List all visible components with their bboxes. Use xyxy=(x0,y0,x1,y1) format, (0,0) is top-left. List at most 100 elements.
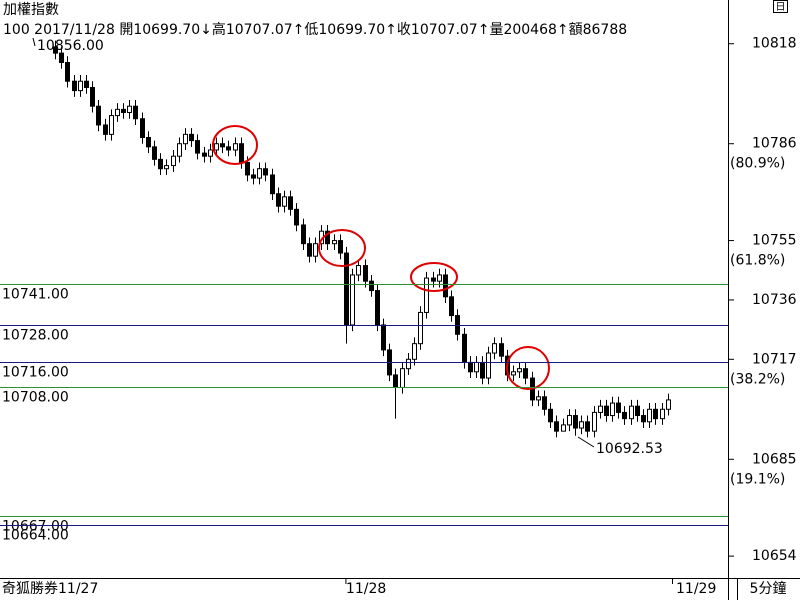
candle-body xyxy=(635,405,640,417)
level-label: 10728.00 xyxy=(2,328,69,344)
highlight-circle xyxy=(318,229,366,267)
candle-body xyxy=(592,411,597,432)
candle-body xyxy=(288,196,293,210)
highlight-circle xyxy=(212,125,258,165)
candle-body xyxy=(666,399,671,410)
candle-body xyxy=(449,296,454,317)
candle-body xyxy=(59,52,64,63)
y-tick-label: 10755 xyxy=(752,233,797,249)
x-tick-label: 11/29 xyxy=(676,581,716,597)
candle-body xyxy=(629,405,634,420)
candle-body xyxy=(152,146,157,160)
candle-body xyxy=(251,174,256,179)
candle-body xyxy=(313,243,318,257)
ratio-label: (61.8%) xyxy=(730,253,785,269)
candle-body xyxy=(294,208,299,226)
candle-body xyxy=(146,136,151,148)
period-label[interactable]: 5分鐘 xyxy=(750,580,787,597)
y-tick-label: 10654 xyxy=(752,548,797,564)
candle-body xyxy=(647,408,652,423)
candle-body xyxy=(523,368,528,379)
candle-body xyxy=(381,324,386,351)
candle-body xyxy=(183,133,188,145)
highlight-circles xyxy=(212,125,550,390)
candle-body xyxy=(610,402,615,417)
candle-body xyxy=(90,86,95,107)
candle-body xyxy=(103,124,108,135)
candle-body xyxy=(517,368,522,373)
candle-body xyxy=(585,421,590,432)
candle-body xyxy=(660,408,665,420)
candle-body xyxy=(109,115,114,135)
candle-body xyxy=(344,252,349,326)
candle-body xyxy=(78,80,83,92)
candle-body xyxy=(641,415,646,423)
level-label: 10664.00 xyxy=(2,528,69,544)
level-label: 10716.00 xyxy=(2,365,69,381)
candle-body xyxy=(350,274,355,326)
candle-body xyxy=(233,143,238,151)
x-corner-label: 奇狐勝券11/27 xyxy=(2,580,98,597)
candle-body xyxy=(301,224,306,245)
candle-body xyxy=(604,405,609,417)
y-tick-label: 10786 xyxy=(752,136,797,152)
icon-label[interactable]: 日 xyxy=(776,2,786,13)
candle-body xyxy=(492,343,497,354)
candle-body xyxy=(338,240,343,254)
candle-body xyxy=(270,174,275,195)
x-tick-label: 11/28 xyxy=(346,581,386,597)
icon-box[interactable] xyxy=(773,0,788,13)
candle-body xyxy=(424,277,429,313)
candle-body xyxy=(375,290,380,326)
candle-body xyxy=(554,421,559,432)
candle-body xyxy=(616,402,621,413)
candle-body xyxy=(499,343,504,357)
candle-body xyxy=(412,343,417,360)
candle-body xyxy=(431,277,436,282)
candle-body xyxy=(177,143,182,157)
candle-body xyxy=(486,352,491,379)
y-tick-label: 10685 xyxy=(752,451,797,467)
candle-body xyxy=(72,80,77,92)
candle-body xyxy=(282,196,287,207)
level-label: 10708.00 xyxy=(2,390,69,406)
candle-body xyxy=(127,105,132,113)
candle-body xyxy=(622,411,627,420)
candle-body xyxy=(579,421,584,429)
candle-body xyxy=(325,230,330,245)
candle-body xyxy=(133,105,138,120)
candle-body xyxy=(257,168,262,179)
candle-body xyxy=(400,368,405,388)
chart-subtitle: 100 2017/11/28 開10699.70↓高10707.07↑低1069… xyxy=(3,21,627,38)
candle-body xyxy=(214,143,219,151)
candle-body xyxy=(189,133,194,142)
candle-body xyxy=(548,408,553,423)
candle-body xyxy=(115,108,120,117)
candle-body xyxy=(653,408,658,420)
candle-body xyxy=(195,140,200,154)
candle-body xyxy=(332,240,337,245)
annotation-pointer xyxy=(577,436,595,448)
candle-body xyxy=(96,105,101,126)
chart-title: 加權指數 xyxy=(3,2,59,18)
candle-body xyxy=(573,415,578,429)
y-tick-label: 10717 xyxy=(752,351,797,367)
candle-body xyxy=(363,265,368,282)
ratio-label: (38.2%) xyxy=(730,371,785,387)
annotation: 10692.53 xyxy=(596,441,663,457)
level-label: 10667.00 xyxy=(2,519,69,535)
candle-body xyxy=(164,165,169,170)
candle-body xyxy=(443,274,448,298)
candle-body xyxy=(468,361,473,373)
candle-body xyxy=(121,108,126,113)
candle-body xyxy=(140,118,145,138)
candle-body xyxy=(245,161,250,176)
candle-body xyxy=(369,280,374,292)
candle-body xyxy=(53,46,58,54)
candle-body xyxy=(356,265,361,276)
candle-body xyxy=(598,405,603,413)
candle-body xyxy=(158,158,163,170)
ratio-label: (80.9%) xyxy=(730,156,785,172)
